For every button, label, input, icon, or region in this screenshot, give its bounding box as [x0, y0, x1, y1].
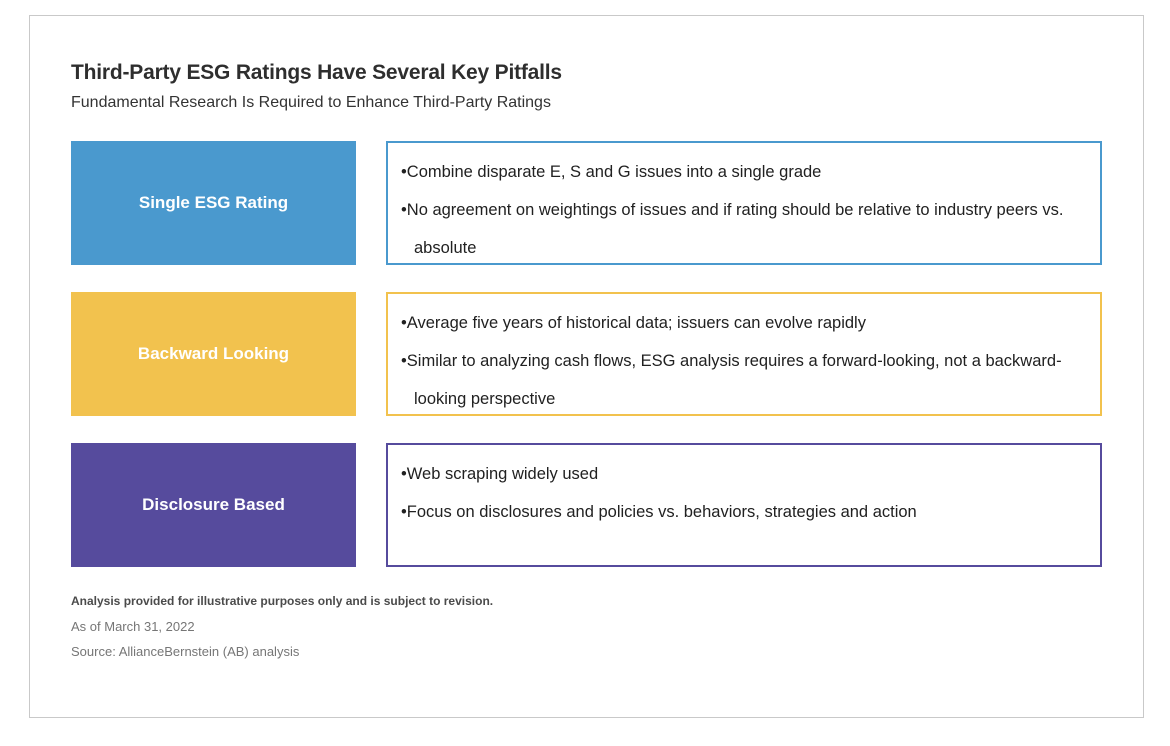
label-box-single-esg-rating: Single ESG Rating: [71, 141, 356, 265]
label-box-disclosure-based: Disclosure Based: [71, 443, 356, 567]
row-backward-looking: Backward Looking Average five years of h…: [71, 292, 1102, 416]
bullet-item: Average five years of historical data; i…: [401, 304, 1082, 342]
bullet-list: Web scraping widely used Focus on disclo…: [401, 455, 1082, 531]
bullet-item: Web scraping widely used: [401, 455, 1082, 493]
row-single-esg-rating: Single ESG Rating Combine disparate E, S…: [71, 141, 1102, 265]
label-text: Disclosure Based: [142, 495, 285, 514]
detail-box-single-esg-rating: Combine disparate E, S and G issues into…: [386, 141, 1102, 265]
page-title: Third-Party ESG Ratings Have Several Key…: [71, 61, 562, 84]
bullet-list: Combine disparate E, S and G issues into…: [401, 153, 1082, 267]
label-text: Backward Looking: [137, 344, 290, 363]
bullet-item: Combine disparate E, S and G issues into…: [401, 153, 1082, 191]
bullet-list: Average five years of historical data; i…: [401, 304, 1082, 418]
label-box-backward-looking: Backward Looking: [71, 292, 356, 416]
detail-box-backward-looking: Average five years of historical data; i…: [386, 292, 1102, 416]
as-of-date: As of March 31, 2022: [71, 619, 195, 634]
row-disclosure-based: Disclosure Based Web scraping widely use…: [71, 443, 1102, 567]
pitfalls-list: Single ESG Rating Combine disparate E, S…: [71, 141, 1102, 567]
label-text: Single ESG Rating: [138, 193, 289, 212]
source-text: Source: AllianceBernstein (AB) analysis: [71, 644, 300, 659]
footnotes: Analysis provided for illustrative purpo…: [71, 594, 1102, 659]
bullet-item: Focus on disclosures and policies vs. be…: [401, 493, 1082, 531]
page-subtitle: Fundamental Research Is Required to Enha…: [71, 94, 551, 111]
disclaimer-text: Analysis provided for illustrative purpo…: [71, 594, 494, 608]
exhibit-card: Third-Party ESG Ratings Have Several Key…: [29, 15, 1144, 718]
bullet-item: No agreement on weightings of issues and…: [401, 191, 1082, 267]
bullet-item: Similar to analyzing cash flows, ESG ana…: [401, 342, 1082, 418]
detail-box-disclosure-based: Web scraping widely used Focus on disclo…: [386, 443, 1102, 567]
